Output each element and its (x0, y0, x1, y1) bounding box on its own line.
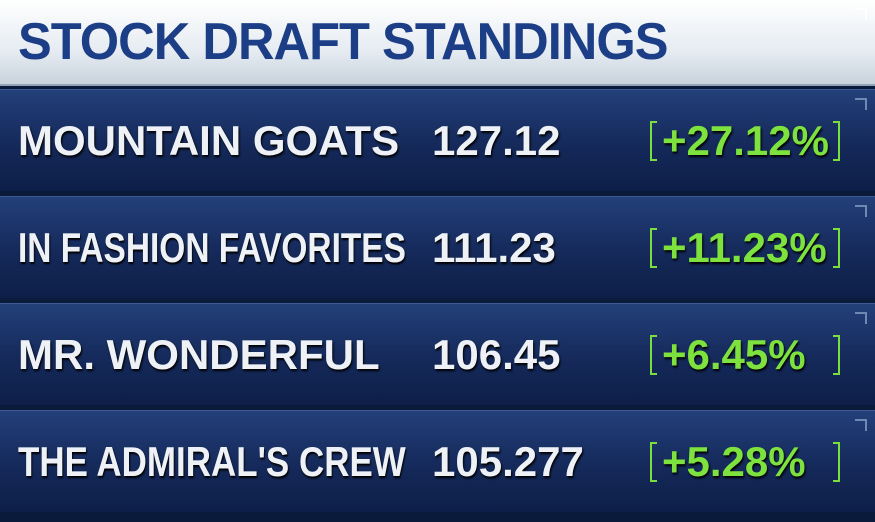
team-value: 106.45 (432, 330, 561, 378)
corner-mark (855, 312, 867, 324)
change-bracket (650, 120, 840, 161)
team-change: +5.28% (662, 437, 806, 485)
table-row: THE ADMIRAL'S CREW 105.277 +5.28% (0, 410, 875, 512)
team-value: 111.23 (432, 223, 556, 271)
team-change: +27.12% (662, 116, 829, 164)
change-bracket (650, 441, 840, 482)
corner-mark (855, 205, 867, 217)
team-name: THE ADMIRAL'S CREW (18, 437, 406, 485)
team-value: 105.277 (432, 437, 584, 485)
team-value: 127.12 (432, 116, 561, 164)
change-bracket (650, 227, 840, 268)
table-row: MR. WONDERFUL 106.45 +6.45% (0, 303, 875, 405)
change-bracket (650, 334, 840, 375)
header: STOCK DRAFT STANDINGS (0, 0, 875, 86)
team-change: +6.45% (662, 330, 806, 378)
team-name: MOUNTAIN GOATS (18, 116, 400, 164)
title: STOCK DRAFT STANDINGS (18, 13, 669, 71)
team-name: IN FASHION FAVORITES (18, 223, 406, 271)
corner-mark (855, 419, 867, 431)
table-row: IN FASHION FAVORITES 111.23 +11.23% (0, 196, 875, 298)
table-row: MOUNTAIN GOATS 127.12 +27.12% (0, 89, 875, 191)
corner-mark (855, 98, 867, 110)
team-change: +11.23% (662, 223, 827, 271)
team-name: MR. WONDERFUL (18, 330, 380, 378)
corner-mark (855, 8, 867, 20)
